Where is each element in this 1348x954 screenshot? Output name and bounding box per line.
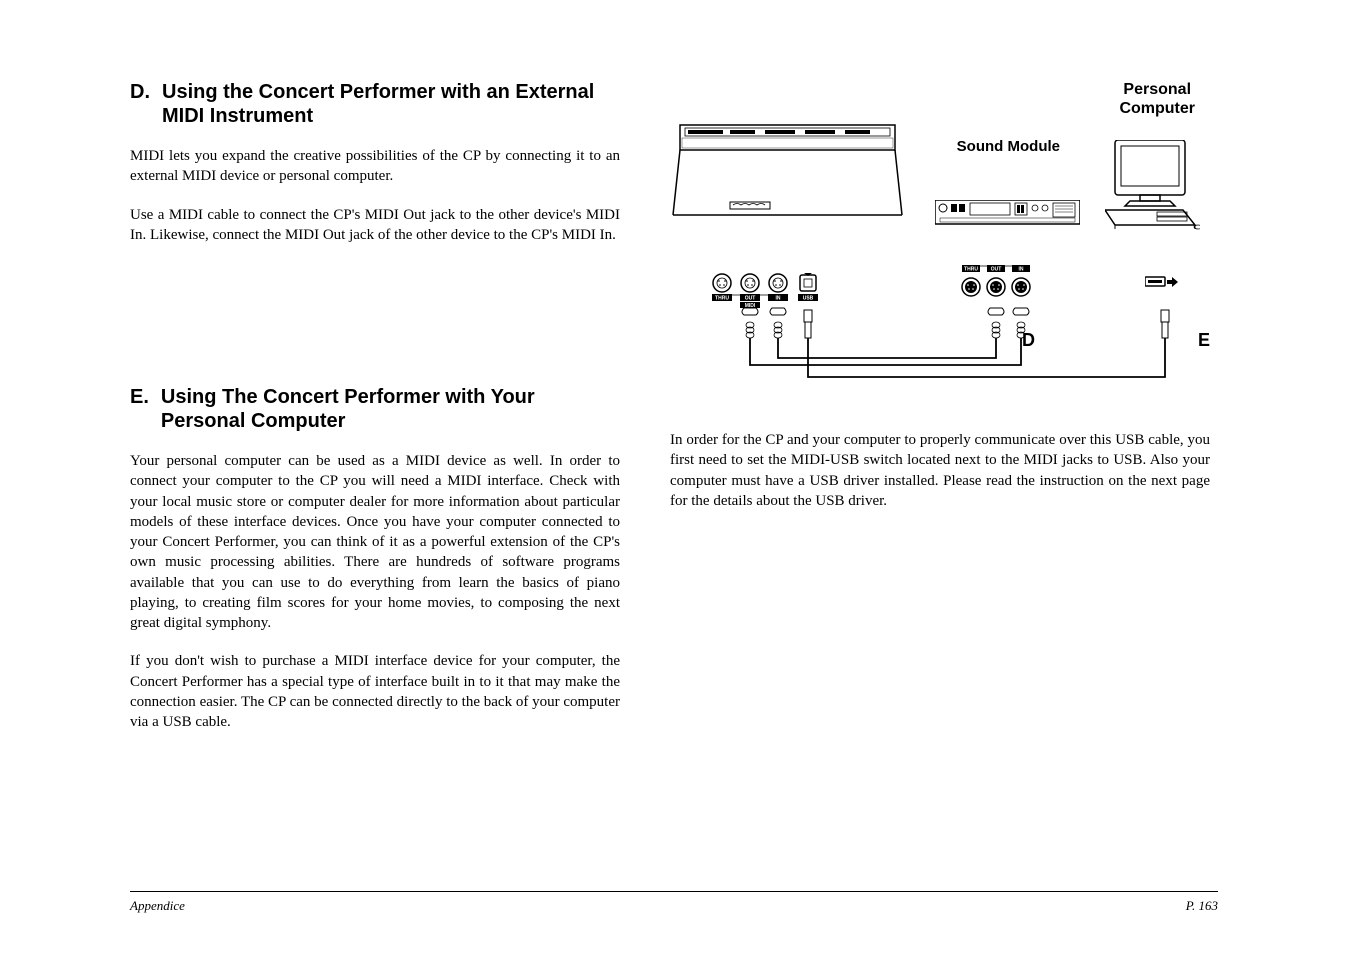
section-e-para2: If you don't wish to purchase a MIDI int… <box>130 651 620 732</box>
keyboard-icon <box>670 110 905 220</box>
section-d-title: Using the Concert Performer with an Exte… <box>162 80 620 128</box>
computer-icon <box>1105 140 1200 230</box>
svg-text:THRU: THRU <box>964 267 978 273</box>
module-midi-jacks-icon: THRU OUT IN MIDI <box>954 265 1054 310</box>
footer-right: P. 163 <box>1186 898 1218 914</box>
section-d-para2: Use a MIDI cable to connect the CP's MID… <box>130 205 620 246</box>
section-e-letter: E. <box>130 385 149 409</box>
svg-text:THRU: THRU <box>715 296 729 302</box>
svg-text:USB: USB <box>803 296 814 302</box>
cp-midi-jacks-icon: THRU OUT IN USB MIDI <box>710 273 840 308</box>
section-e-heading: E. Using The Concert Performer with Your… <box>130 385 620 433</box>
computer-label: Computer <box>1119 99 1195 118</box>
footer-left: Appendice <box>130 898 185 914</box>
label-e: E <box>1198 330 1210 351</box>
label-d: D <box>1022 330 1035 351</box>
section-d-para1: MIDI lets you expand the creative possib… <box>130 146 620 187</box>
svg-text:IN: IN <box>1019 267 1024 273</box>
svg-text:OUT: OUT <box>745 296 756 302</box>
sound-module-icon <box>935 200 1080 228</box>
sound-module-label: Sound Module <box>957 138 1060 155</box>
right-column-para: In order for the CP and your computer to… <box>670 430 1210 511</box>
section-e-para1: Your personal computer can be used as a … <box>130 451 620 633</box>
svg-text:OUT: OUT <box>991 267 1002 273</box>
page-footer: Appendice P. 163 <box>130 891 1218 914</box>
svg-text:MIDI: MIDI <box>745 303 756 308</box>
usb-port-icon <box>1145 275 1180 290</box>
personal-computer-label: Personal Computer <box>1119 80 1195 118</box>
section-d-heading: D. Using the Concert Performer with an E… <box>130 80 620 128</box>
svg-text:IN: IN <box>776 296 781 302</box>
section-d-letter: D. <box>130 80 150 104</box>
section-e-title: Using The Concert Performer with Your Pe… <box>161 385 620 433</box>
connection-diagram: Personal Computer Sound Module D E <box>670 80 1210 390</box>
personal-label: Personal <box>1119 80 1195 99</box>
